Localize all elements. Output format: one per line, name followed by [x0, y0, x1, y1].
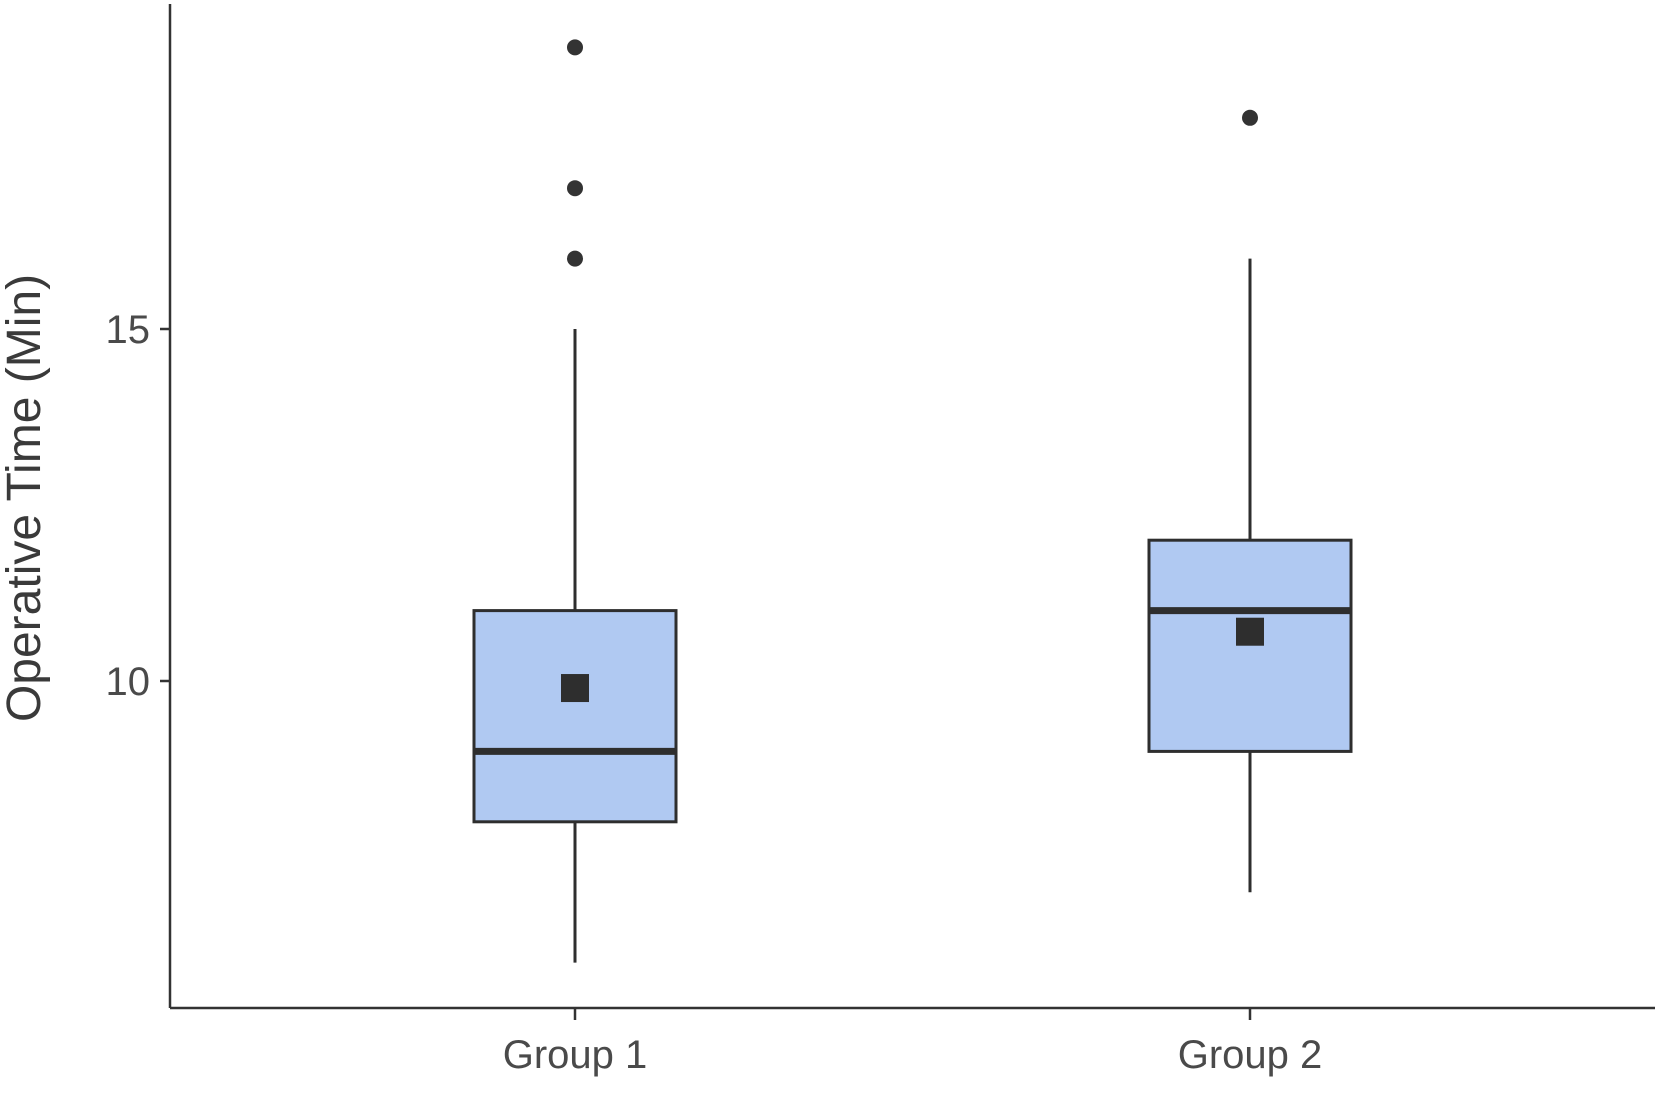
x-tick-label: Group 2 — [1178, 1033, 1323, 1077]
x-tick-label: Group 1 — [503, 1033, 648, 1077]
y-tick-label: 15 — [106, 308, 151, 352]
box-group-2 — [1147, 109, 1353, 893]
plot-area — [472, 39, 1353, 963]
box-group-1 — [472, 39, 678, 963]
outlier-point — [567, 180, 583, 197]
outlier-point — [1242, 109, 1258, 126]
y-axis-title: Operative Time (Min) — [0, 274, 51, 722]
mean-marker — [1236, 617, 1264, 646]
iqr-box — [472, 609, 678, 824]
y-tick-label: 10 — [106, 660, 151, 704]
mean-marker — [561, 674, 589, 703]
outlier-point — [567, 250, 583, 267]
outlier-point — [567, 39, 583, 56]
iqr-box — [1147, 538, 1353, 753]
axes: 10 15 Group 1 Group 2 — [106, 4, 1655, 1077]
